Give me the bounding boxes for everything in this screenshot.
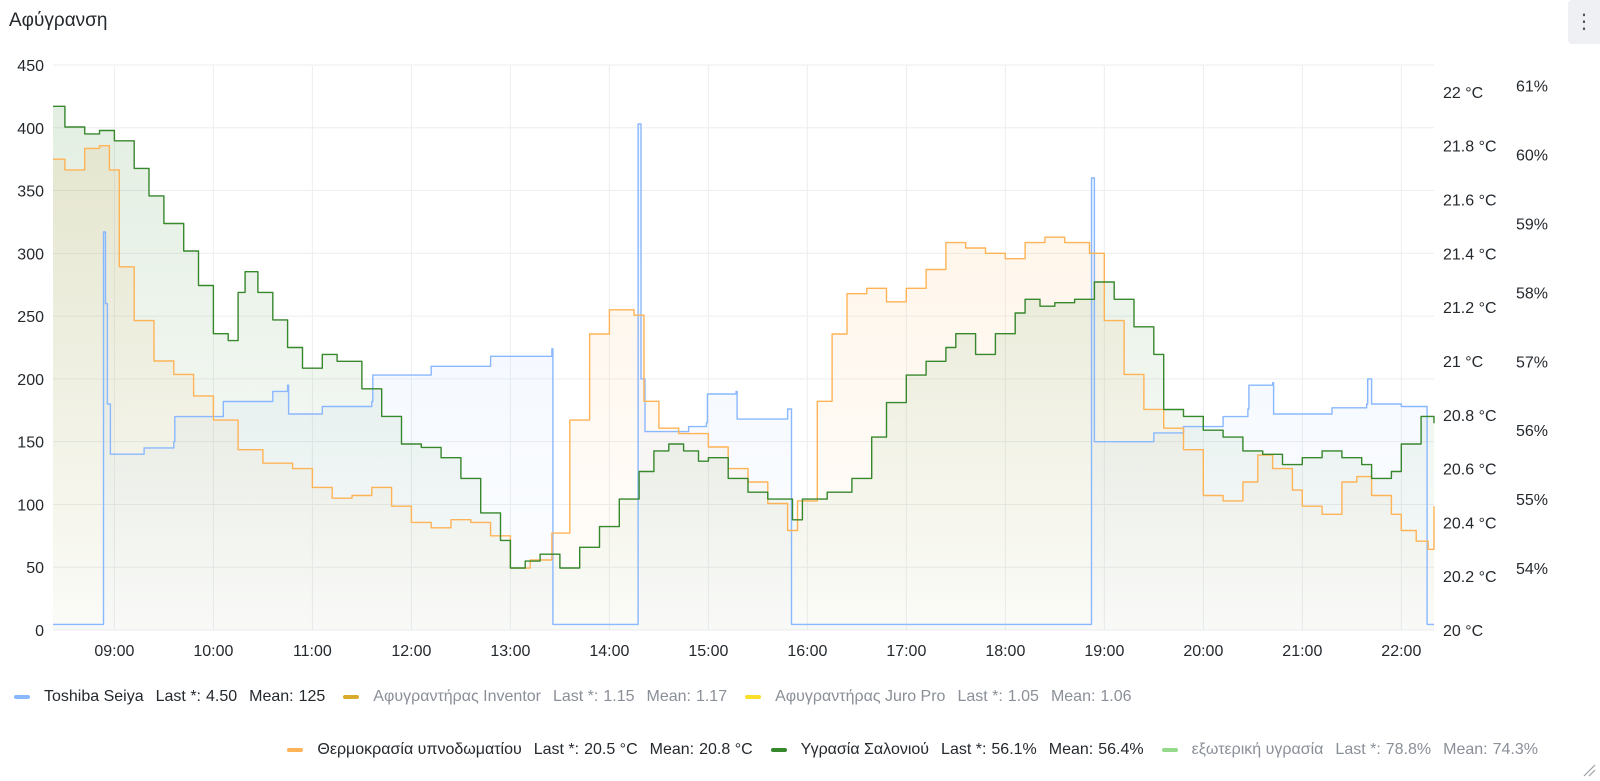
legend-mean-value: 1.17 <box>695 688 728 705</box>
x-axis-tick-label: 21:00 <box>1282 643 1322 660</box>
x-axis-tick-label: 09:00 <box>94 643 134 660</box>
panel-menu-button[interactable]: ⋮ <box>1568 0 1600 44</box>
y-axis-humidity-tick-label: 54% <box>1516 561 1548 578</box>
y-axis-humidity-tick-label: 57% <box>1516 354 1548 371</box>
x-axis-tick-label: 12:00 <box>391 643 431 660</box>
legend-row-1: Toshiba Seiya Last *: 4.50 Mean: 125 Αφυ… <box>14 688 1132 706</box>
series-color-swatch <box>14 695 30 699</box>
y-axis-temperature-tick-label: 20.8 °C <box>1443 408 1497 425</box>
resize-handle-icon[interactable] <box>1582 763 1596 777</box>
series-line <box>53 105 1435 569</box>
legend-mean-label: Mean: <box>649 741 695 758</box>
legend-series-name: Toshiba Seiya <box>44 688 144 705</box>
legend-last-value: 4.50 <box>205 688 238 705</box>
legend-item-ygrasia-saloniou[interactable]: Υγρασία Σαλονιού Last *: 56.1% Mean: 56.… <box>770 741 1144 759</box>
legend-mean-value: 20.8 °C <box>699 741 753 758</box>
legend-series-name: Αφυγραντήρας Juro Pro <box>775 688 946 705</box>
series-color-swatch <box>1161 748 1178 752</box>
legend-last-value: 20.5 °C <box>584 741 638 758</box>
legend-mean-value: 125 <box>298 688 326 705</box>
series-color-swatch <box>343 695 360 699</box>
x-axis-tick-label: 17:00 <box>886 643 926 660</box>
y-axis-temperature-tick-label: 20.6 °C <box>1443 462 1497 479</box>
legend-last-value: 1.15 <box>603 688 635 705</box>
legend-last-label: Last *: <box>1335 741 1381 758</box>
legend-item-toshiba-seiya[interactable]: Toshiba Seiya Last *: 4.50 Mean: 125 <box>14 688 325 706</box>
legend-series-name: Αφυγραντήρας Inventor <box>373 688 541 705</box>
x-axis-tick-label: 16:00 <box>787 643 827 660</box>
legend-last-label: Last *: <box>552 688 599 705</box>
y-axis-left-tick-label: 450 <box>17 58 44 75</box>
series-line <box>53 123 1434 626</box>
x-axis-tick-label: 18:00 <box>985 643 1025 660</box>
legend-series-name: Θερμοκρασία υπνοδωματίου <box>317 741 522 758</box>
y-axis-humidity-tick-label: 61% <box>1516 79 1548 96</box>
y-axis-temperature-tick-label: 21 °C <box>1443 354 1483 371</box>
legend-series-name: Υγρασία Σαλονιού <box>800 741 930 758</box>
legend-mean-label: Mean: <box>1443 741 1488 758</box>
y-axis-temperature-tick-label: 20.2 °C <box>1443 569 1497 586</box>
y-axis-temperature-tick-label: 22 °C <box>1443 85 1483 102</box>
legend-last-value: 1.05 <box>1007 688 1039 705</box>
x-axis-tick-label: 13:00 <box>490 643 530 660</box>
y-axis-left-tick-label: 300 <box>17 246 44 263</box>
y-axis-left-tick-label: 400 <box>17 121 44 138</box>
y-axis-left-tick-label: 50 <box>26 560 44 577</box>
legend-last-value: 78.8% <box>1385 741 1432 758</box>
legend-mean-label: Mean: <box>1048 741 1094 758</box>
panel-title: Αφύγρανση <box>9 10 108 31</box>
time-series-chart: 0 50 100 150 200 250 300 350 400 450 09:00 10:00 11:… <box>17 58 1548 660</box>
x-axis-tick-label: 10:00 <box>193 643 233 660</box>
legend-item-afygrantiras-inventor[interactable]: Αφυγραντήρας Inventor Last *: 1.15 Mean:… <box>343 688 727 706</box>
x-axis-tick-label: 20:00 <box>1183 643 1223 660</box>
legend-row-2: Θερμοκρασία υπνοδωματίου Last *: 20.5 °C… <box>287 741 1538 759</box>
y-axis-left-tick-label: 0 <box>35 623 44 640</box>
legend-last-value: 56.1% <box>991 741 1037 758</box>
y-axis-left-tick-label: 350 <box>17 184 44 201</box>
y-axis-temperature-tick-label: 20.4 °C <box>1443 515 1497 532</box>
legend-mean-value: 1.06 <box>1100 688 1132 705</box>
y-axis-humidity-tick-label: 58% <box>1516 285 1548 302</box>
y-axis-temperature-tick-label: 20 °C <box>1443 623 1483 640</box>
y-axis-temperature-tick-label: 21.8 °C <box>1443 139 1497 156</box>
x-axis-tick-label: 14:00 <box>589 643 629 660</box>
y-axis-left-tick-label: 150 <box>17 435 44 452</box>
y-axis-temperature-tick-label: 21.4 °C <box>1443 246 1497 263</box>
series-line <box>53 145 1435 569</box>
legend-last-label: Last *: <box>941 741 987 758</box>
x-axis-tick-label: 19:00 <box>1084 643 1124 660</box>
legend-item-thermokrasia-ypnodomatiou[interactable]: Θερμοκρασία υπνοδωματίου Last *: 20.5 °C… <box>287 741 753 759</box>
y-axis-temperature-tick-label: 21.6 °C <box>1443 193 1497 210</box>
series-color-swatch <box>770 748 787 752</box>
y-axis-left-tick-label: 250 <box>17 309 44 326</box>
legend-mean-value: 74.3% <box>1492 741 1538 758</box>
y-axis-left-tick-label: 200 <box>17 372 44 389</box>
legend-mean-label: Mean: <box>1050 688 1096 705</box>
y-axis-humidity-tick-label: 59% <box>1516 216 1548 233</box>
legend-mean-value: 56.4% <box>1098 741 1144 758</box>
legend-item-afygrantiras-juro-pro[interactable]: Αφυγραντήρας Juro Pro Last *: 1.05 Mean:… <box>745 688 1132 706</box>
legend-mean-label: Mean: <box>249 688 294 705</box>
x-axis-tick-label: 11:00 <box>293 643 332 660</box>
x-axis-tick-label: 22:00 <box>1381 643 1421 660</box>
legend-series-name: εξωτερική υγρασία <box>1191 741 1324 758</box>
x-axis-tick-label: 15:00 <box>688 643 728 660</box>
y-axis-humidity-tick-label: 56% <box>1516 423 1548 440</box>
legend-last-label: Last *: <box>533 741 580 758</box>
y-axis-humidity-tick-label: 60% <box>1516 148 1548 165</box>
y-axis-temperature-tick-label: 21.2 °C <box>1443 300 1497 317</box>
legend-last-label: Last *: <box>957 688 1003 705</box>
kebab-menu-icon: ⋮ <box>1574 11 1594 33</box>
series-color-swatch <box>287 748 304 752</box>
y-axis-left-tick-label: 100 <box>17 497 44 514</box>
series-area-fill <box>53 106 1434 631</box>
y-axis-humidity-tick-label: 55% <box>1516 492 1548 509</box>
legend-last-label: Last *: <box>155 688 201 705</box>
series-color-swatch <box>745 695 762 699</box>
legend-mean-label: Mean: <box>646 688 691 705</box>
legend-item-exoteriki-ygrasia[interactable]: εξωτερική υγρασία Last *: 78.8% Mean: 74… <box>1161 741 1538 759</box>
